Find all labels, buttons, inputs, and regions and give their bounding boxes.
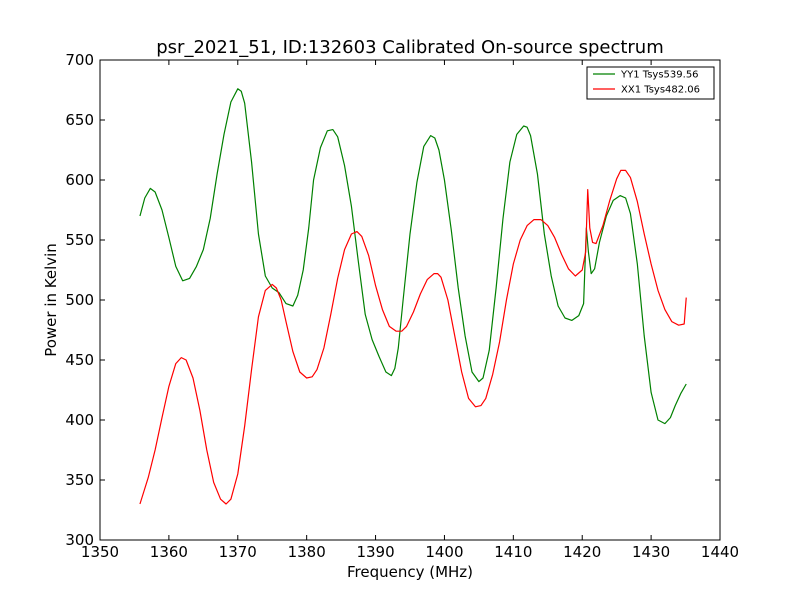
- x-tick-label: 1370: [219, 543, 257, 561]
- axis-ticks: 1350 1360 1370 1380 1390 1400 1410 1420 1430 1440…: [65, 51, 739, 561]
- x-tick-label: 1400: [425, 543, 463, 561]
- y-tick-label: 300: [65, 531, 94, 549]
- x-tick-label: 1420: [563, 543, 601, 561]
- x-tick-label: 1380: [288, 543, 326, 561]
- y-tick-label: 550: [65, 231, 94, 249]
- series-layer: [139, 88, 687, 505]
- y-tick-label: 650: [65, 111, 94, 129]
- y-tick-label: 350: [65, 471, 94, 489]
- legend-label-xx1: XX1 Tsys482.06: [621, 85, 700, 96]
- series-line-xx1: [139, 169, 687, 505]
- chart-title: psr_2021_51, ID:132603 Calibrated On-sou…: [156, 37, 664, 58]
- plot-area: [99, 59, 721, 541]
- x-tick-label: 1410: [494, 543, 532, 561]
- y-tick-label: 400: [65, 411, 94, 429]
- x-tick-label: 1350: [81, 543, 119, 561]
- x-tick-label: 1430: [632, 543, 670, 561]
- y-tick-label: 450: [65, 351, 94, 369]
- x-tick-label: 1440: [701, 543, 739, 561]
- y-tick-label: 600: [65, 171, 94, 189]
- x-axis-label: Frequency (MHz): [347, 563, 473, 581]
- y-tick-label: 500: [65, 291, 94, 309]
- legend-box: [586, 66, 715, 100]
- plot-frame: [99, 59, 721, 541]
- legend: YY1 Tsys539.56 XX1 Tsys482.06: [586, 66, 715, 100]
- series-line-yy1: [139, 88, 687, 425]
- x-tick-label: 1360: [150, 543, 188, 561]
- legend-label-yy1: YY1 Tsys539.56: [620, 70, 699, 81]
- y-axis-label: Power in Kelvin: [42, 243, 60, 357]
- x-tick-label: 1390: [356, 543, 394, 561]
- y-tick-label: 700: [65, 51, 94, 69]
